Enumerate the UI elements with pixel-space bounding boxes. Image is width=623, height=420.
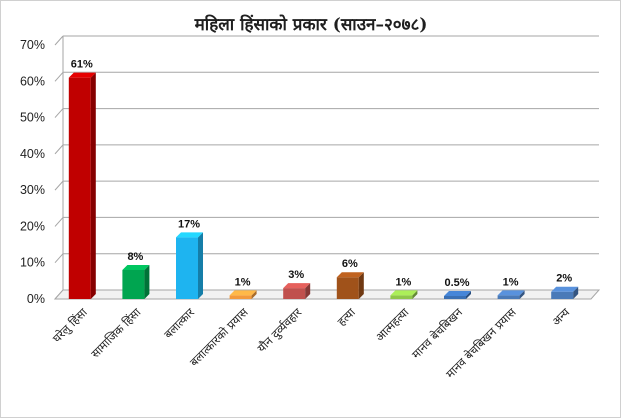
bar xyxy=(229,290,257,299)
y-tick-label: 50% xyxy=(20,111,45,125)
x-tick-label: हत्या xyxy=(335,305,359,329)
bar xyxy=(68,72,96,300)
y-tick-label: 60% xyxy=(20,74,45,88)
y-tick-label: 0% xyxy=(27,292,45,306)
x-tick-label: बलात्कार xyxy=(161,305,197,341)
data-labels: 61% 8% 17% 1% 3% 6% 1% 0.5% 1% 2% xyxy=(71,59,573,289)
data-label: 3% xyxy=(288,269,304,281)
bar xyxy=(122,264,150,299)
x-tick-label: अन्य xyxy=(549,305,572,328)
bar xyxy=(176,232,203,299)
chart-title: महिला हिंसाको प्रकार (साउन–२०७८) xyxy=(194,14,428,35)
data-label: 61% xyxy=(71,59,93,71)
data-label: 1% xyxy=(395,276,411,288)
y-tick-label: 10% xyxy=(20,256,45,270)
bar xyxy=(497,290,525,299)
x-tick-label: यौन दुर्व्यवहार xyxy=(254,305,305,356)
x-axis-labels: घरेलु हिंसासामाजिक हिंसा बलात्कारबलात्कार… xyxy=(50,305,573,381)
bar xyxy=(283,283,311,299)
data-label: 17% xyxy=(178,218,200,230)
data-label: 1% xyxy=(503,276,519,288)
y-tick-label: 30% xyxy=(20,183,45,197)
x-tick-label: मानव बेचबिखन xyxy=(409,305,466,362)
y-tick-label: 40% xyxy=(20,147,45,161)
bar xyxy=(444,291,471,299)
data-label: 6% xyxy=(342,258,358,270)
data-label: 0.5% xyxy=(444,277,469,289)
x-tick-label: आत्महत्या xyxy=(373,305,413,345)
data-label: 8% xyxy=(127,251,143,263)
y-tick-label: 20% xyxy=(20,219,45,233)
bar xyxy=(390,290,418,299)
bars xyxy=(68,72,579,300)
bar xyxy=(551,286,579,299)
data-label: 1% xyxy=(235,276,251,288)
x-tick-label: सामाजिक हिंसा xyxy=(88,305,144,361)
data-label: 2% xyxy=(556,273,572,285)
y-axis-ticks: 0% 10% 20% 30% 40% 50% 60% 70% xyxy=(20,38,45,306)
y-tick-label: 70% xyxy=(20,38,45,52)
bar xyxy=(336,272,364,299)
x-tick-label: घरेलु हिंसा xyxy=(50,305,92,347)
